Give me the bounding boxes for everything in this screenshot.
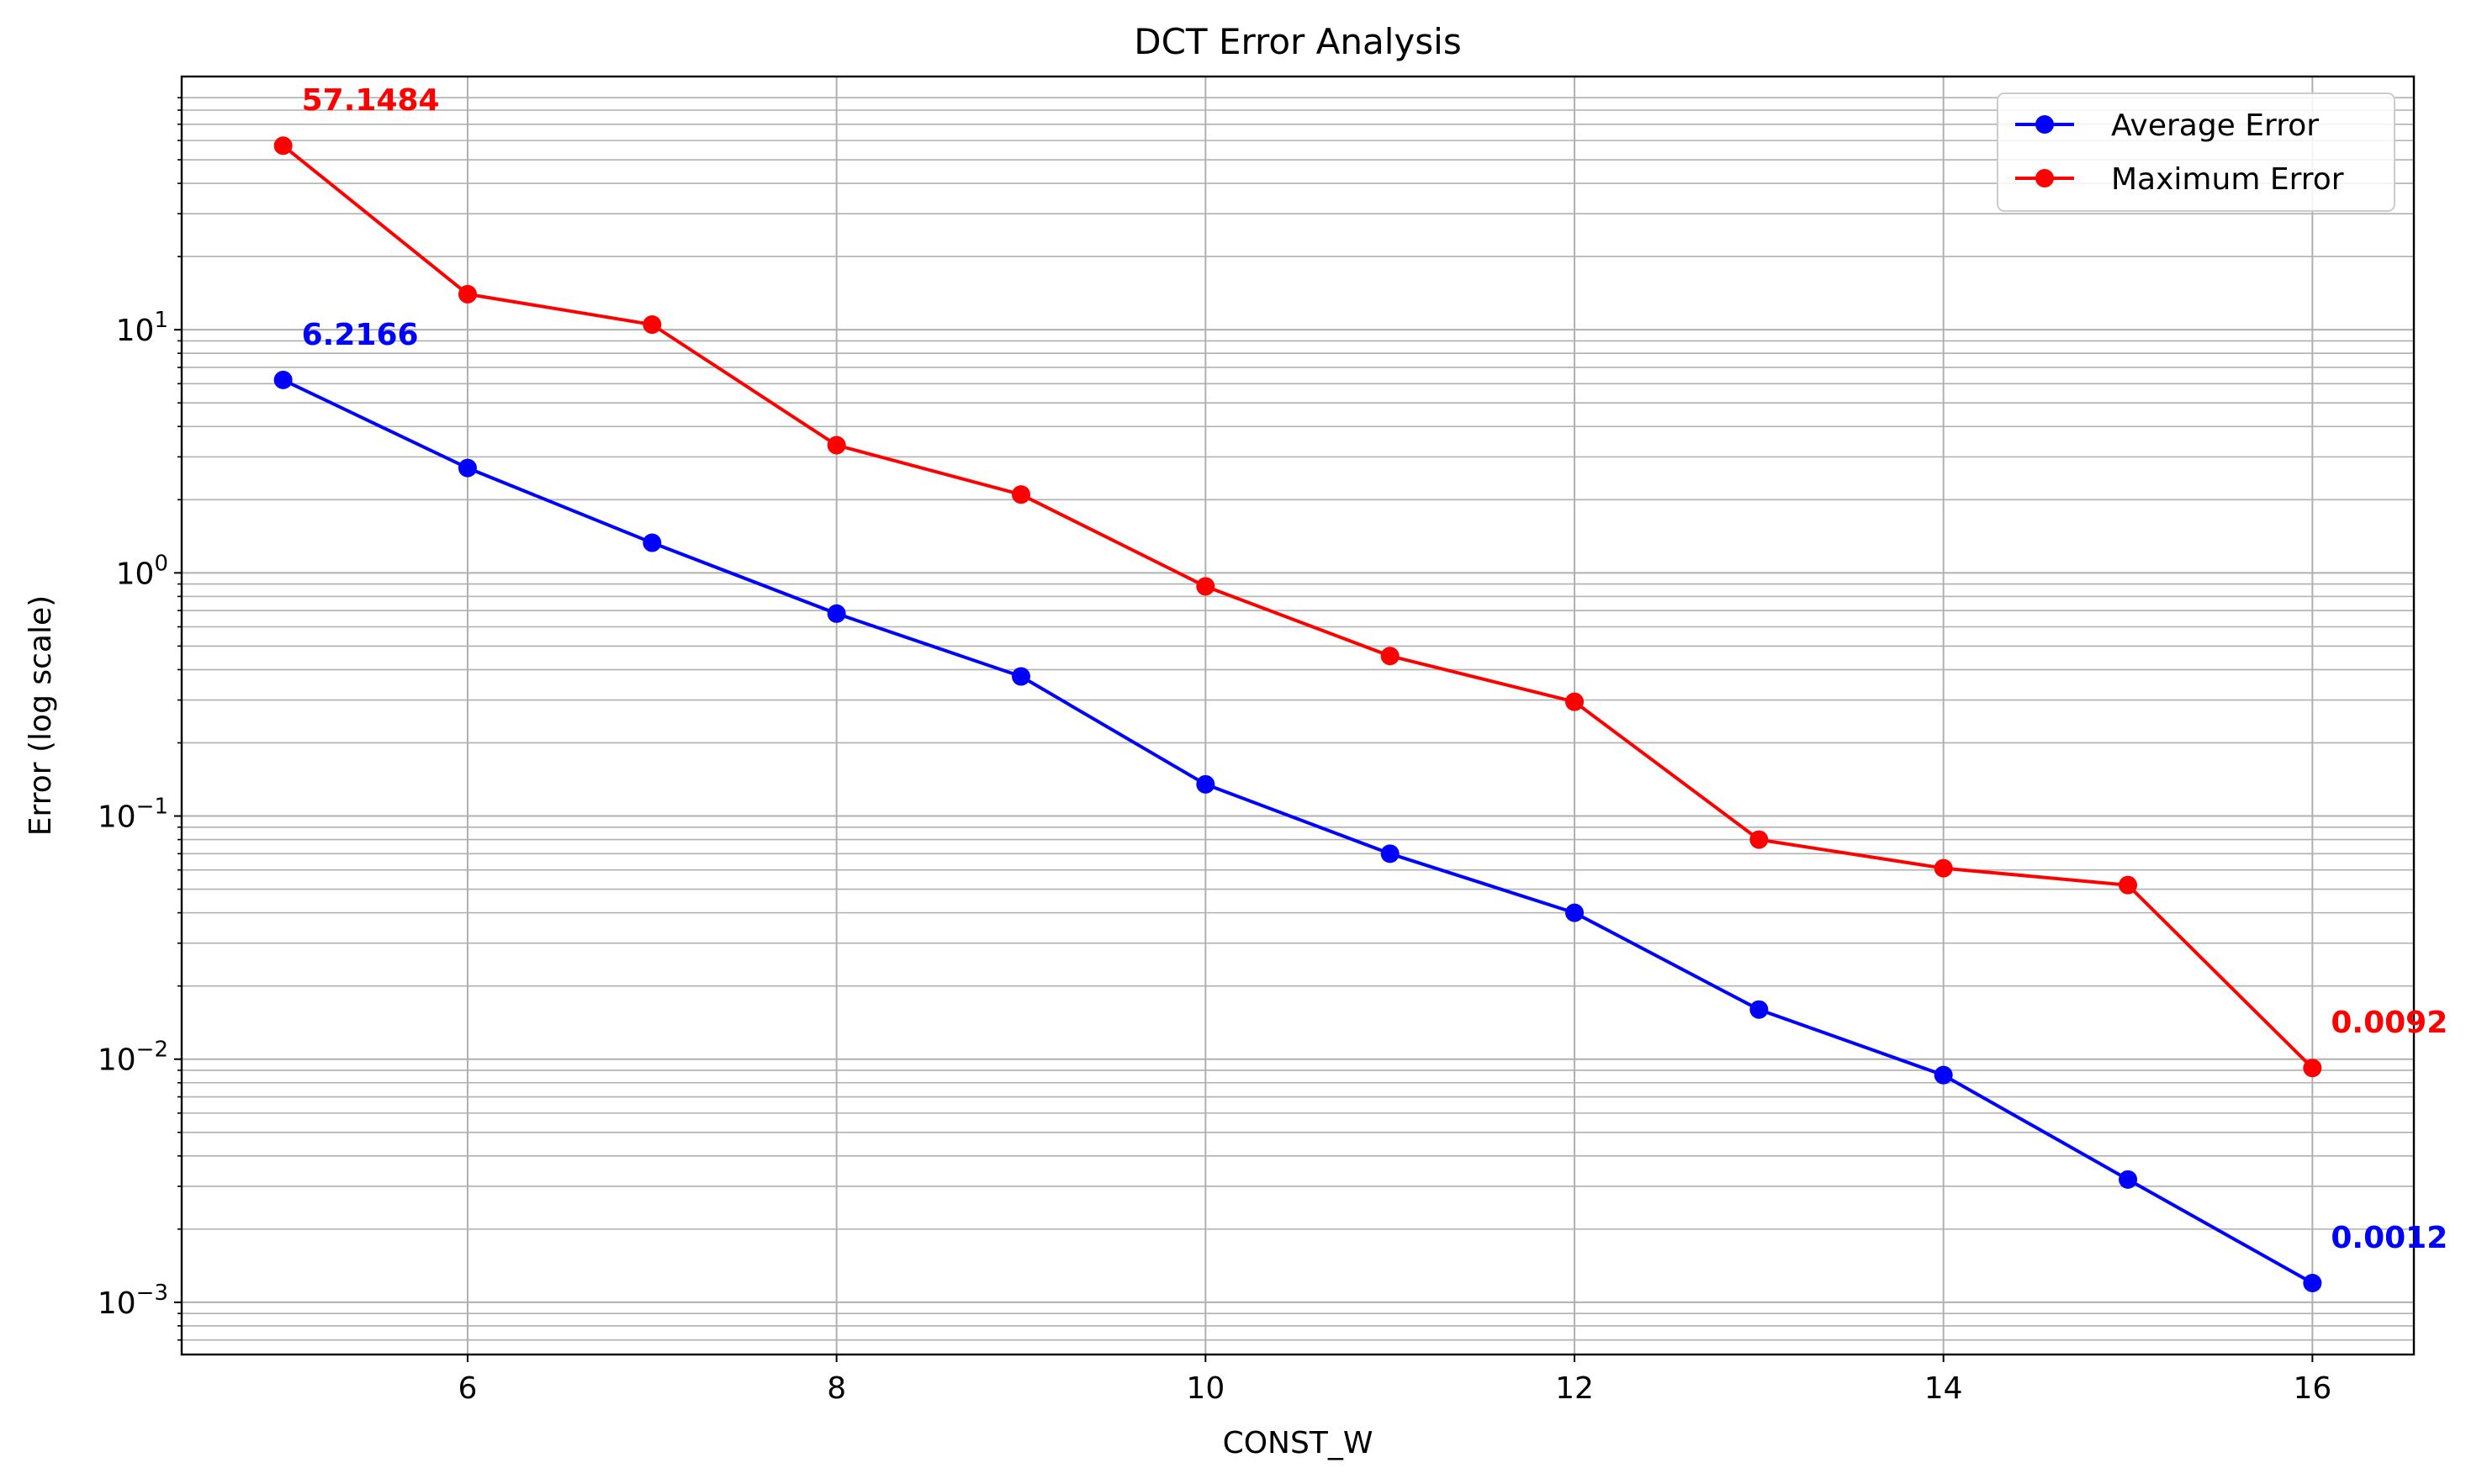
data-point-maximum-error (1749, 830, 1769, 849)
data-point-maximum-error (2303, 1059, 2322, 1078)
data-point-average-error (2119, 1170, 2138, 1189)
y-axis-label: Error (log scale) (24, 595, 58, 836)
data-point-average-error (2303, 1274, 2322, 1293)
y-tick-label: 10−2 (98, 1038, 168, 1078)
axes-frame (180, 75, 2416, 1356)
y-tick-label: 100 (116, 551, 168, 591)
x-tick-label: 8 (827, 1371, 846, 1406)
chart-title: DCT Error Analysis (1134, 21, 1461, 62)
y-tick-label: 10−1 (98, 795, 168, 835)
legend-box (1997, 92, 2395, 212)
data-point-maximum-error (2119, 875, 2138, 895)
series-layer (273, 136, 2322, 1293)
legend-label-average: Average Error (2111, 108, 2319, 143)
value-annotation: 0.0012 (2331, 1221, 2448, 1255)
data-point-maximum-error (1565, 692, 1585, 711)
data-point-maximum-error (273, 136, 293, 156)
data-point-average-error (1011, 667, 1030, 686)
legend-marker-average (2035, 115, 2054, 134)
value-annotation: 0.0092 (2331, 1006, 2448, 1040)
data-point-maximum-error (1934, 858, 1953, 878)
data-point-average-error (827, 604, 846, 623)
x-axis-label: CONST_W (1223, 1426, 1373, 1460)
data-point-average-error (1749, 1000, 1769, 1019)
data-point-average-error (458, 458, 477, 478)
x-tick-label: 12 (1555, 1371, 1594, 1406)
series-line-maximum-error (282, 144, 2314, 1069)
data-point-average-error (643, 533, 662, 552)
annotations: 57.1484 6.2166 0.0092 0.0012 (302, 83, 2448, 1255)
x-tick-label: 6 (458, 1371, 478, 1406)
x-tick-label: 16 (2293, 1371, 2331, 1406)
data-point-maximum-error (1196, 577, 1215, 596)
data-point-maximum-error (827, 436, 846, 455)
y-tick-label: 10−3 (98, 1281, 168, 1321)
data-point-maximum-error (1011, 485, 1030, 504)
legend-label-maximum: Maximum Error (2111, 162, 2344, 197)
value-annotation: 6.2166 (302, 318, 419, 352)
x-tick-label: 14 (1924, 1371, 1963, 1406)
legend-marker-maximum (2035, 169, 2054, 187)
data-point-average-error (273, 370, 293, 389)
data-point-average-error (1934, 1065, 1953, 1085)
data-point-maximum-error (643, 315, 662, 335)
x-tick-label: 10 (1186, 1371, 1225, 1406)
axis-ticks: 10−3 10−2 10−1 100 101 6 8 10 12 14 16 (98, 97, 2331, 1406)
legend: Average Error Maximum Error (1997, 92, 2395, 212)
data-point-average-error (1196, 774, 1215, 794)
series-line-average-error (282, 378, 2314, 1285)
y-tick-label: 101 (116, 308, 168, 348)
data-point-maximum-error (458, 284, 477, 304)
data-point-maximum-error (1380, 647, 1400, 666)
value-annotation: 57.1484 (302, 83, 440, 118)
data-point-average-error (1380, 844, 1400, 863)
data-point-average-error (1565, 903, 1585, 922)
